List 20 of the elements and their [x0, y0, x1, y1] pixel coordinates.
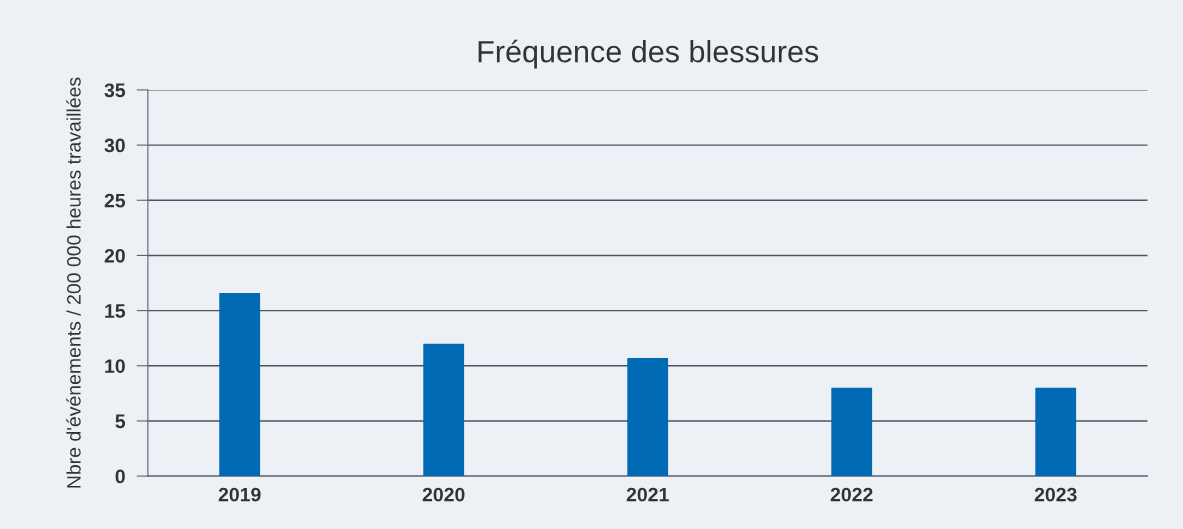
bar	[219, 292, 261, 477]
y-tick-label: 15	[105, 304, 126, 318]
y-tick-label: 20	[104, 248, 125, 263]
y-tick-label: 30	[104, 138, 125, 153]
y-tick-label: 35	[104, 83, 126, 98]
x-tick-label: 2019	[218, 487, 261, 502]
x-tick-label: 2020	[422, 487, 465, 502]
bar	[627, 358, 669, 477]
chart-title: Fréquence des blessures	[478, 39, 819, 69]
x-tick-label: 2022	[830, 487, 873, 502]
y-tick-label: 5	[115, 414, 126, 429]
x-tick-label: 2023	[1034, 487, 1077, 502]
bar	[423, 343, 465, 477]
bar	[831, 387, 873, 477]
y-tick-label: 0	[115, 469, 125, 484]
bar	[1035, 387, 1077, 477]
y-axis-title: Nbre d'événements / 200 000 heures travaillées	[66, 77, 81, 488]
y-tick-label: 10	[105, 359, 125, 373]
y-tick-label: 25	[104, 193, 126, 208]
x-tick-label: 2021	[626, 487, 669, 502]
